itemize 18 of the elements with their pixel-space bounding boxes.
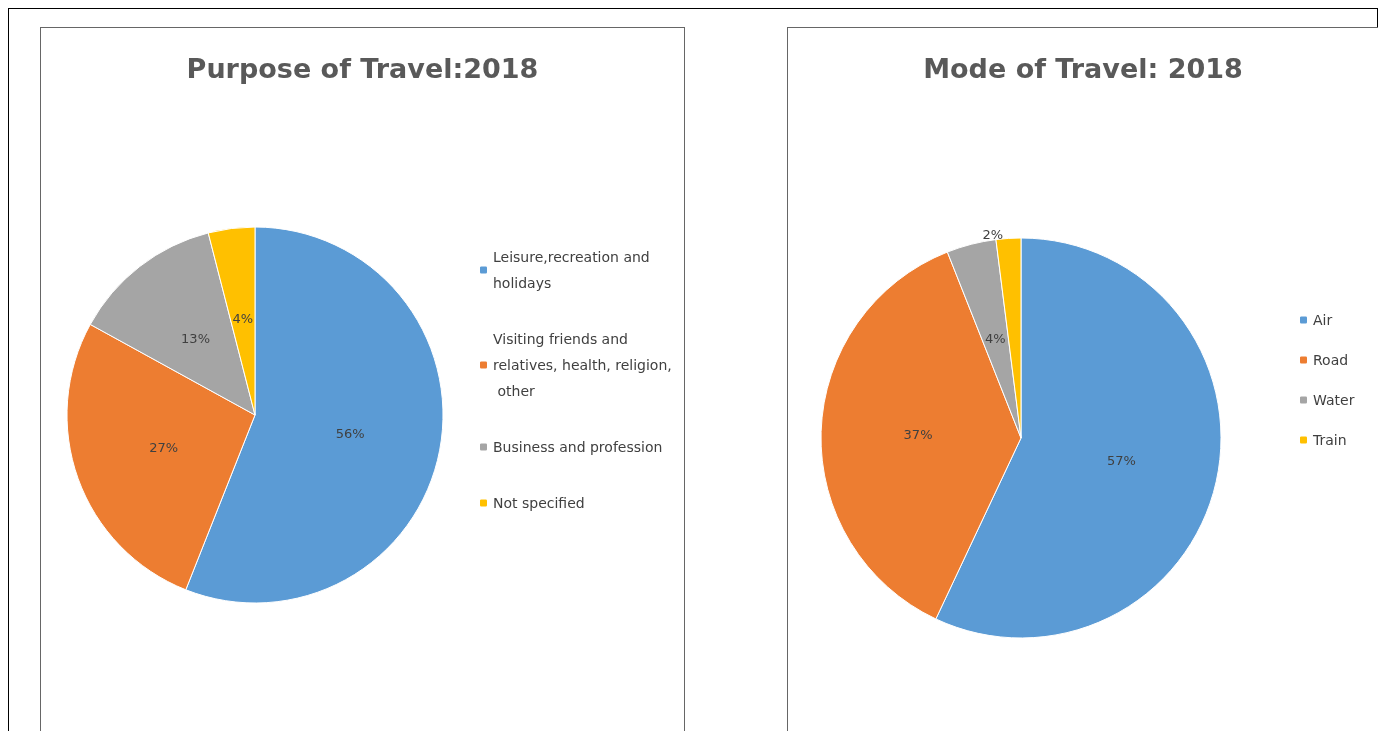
data-label: 2% bbox=[982, 226, 1004, 242]
legend-label: Leisure,recreation and holidays bbox=[493, 249, 655, 291]
legend-label: Visiting friends and relatives, health, religion, other bbox=[493, 331, 672, 399]
data-label: 13% bbox=[181, 330, 210, 346]
legend-label: Water bbox=[1313, 392, 1355, 408]
data-label: 56% bbox=[335, 425, 365, 441]
legend-label: Air bbox=[1313, 312, 1333, 328]
data-label: 4% bbox=[232, 311, 254, 327]
data-label: 27% bbox=[149, 440, 179, 456]
legend-label: Not specified bbox=[493, 495, 585, 511]
chart-title: Mode of Travel: 2018 bbox=[923, 53, 1243, 84]
data-label: 4% bbox=[985, 330, 1006, 346]
chart-title: Purpose of Travel:2018 bbox=[186, 53, 539, 84]
legend-label: Business and profession bbox=[493, 439, 663, 455]
data-label: 37% bbox=[903, 427, 933, 443]
legend-label: Road bbox=[1313, 352, 1349, 368]
legend-label: Train bbox=[1312, 432, 1347, 448]
data-label: 57% bbox=[1107, 452, 1136, 468]
